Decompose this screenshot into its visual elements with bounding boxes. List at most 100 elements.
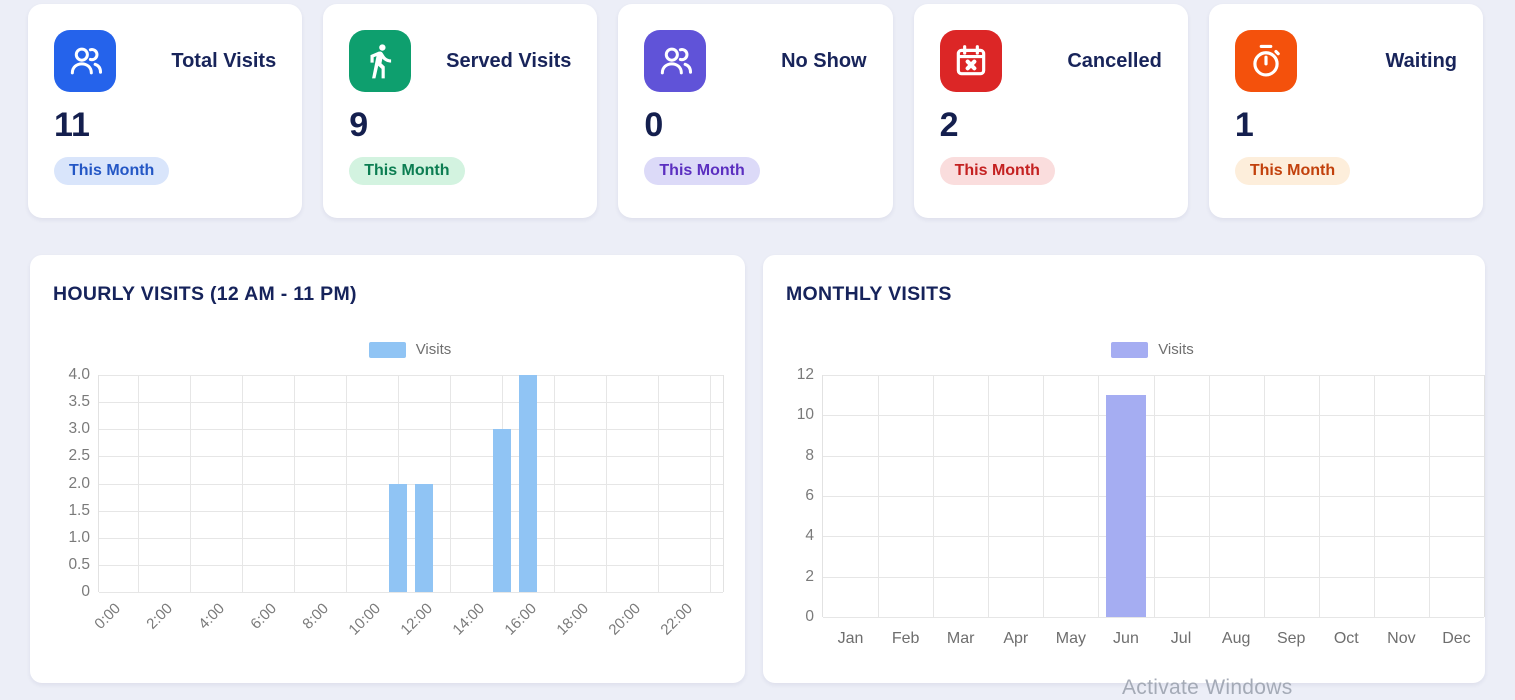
stat-card-waiting: Waiting 1 This Month — [1208, 4, 1484, 218]
y-axis-tick: 6 — [805, 487, 814, 504]
walking-person-icon — [349, 30, 412, 92]
x-axis-tick: 8:00 — [299, 600, 333, 633]
stat-card-total-visits: Total Visits 11 This Month — [28, 4, 303, 218]
stat-period-badge: This Month — [1234, 156, 1351, 185]
gridline-vertical — [1318, 375, 1320, 617]
legend-swatch — [368, 341, 406, 358]
stat-card-no-show: No Show 0 This Month — [618, 4, 893, 218]
stat-period-badge: This Month — [349, 156, 465, 185]
stat-card-cancelled: Cancelled 2 This Month — [913, 4, 1188, 218]
gridline-vertical — [1043, 375, 1045, 617]
x-axis-tick: 10:00 — [345, 600, 385, 639]
stat-period-badge: This Month — [644, 156, 760, 185]
gridline-vertical — [658, 375, 659, 592]
bar — [415, 483, 433, 592]
y-axis-tick: 0 — [805, 608, 814, 625]
legend-label: Visits — [415, 341, 452, 358]
x-axis-tick: 22:00 — [657, 600, 697, 639]
gridline-vertical — [1263, 375, 1265, 617]
bar — [389, 483, 407, 592]
x-axis-tick: Apr — [1003, 630, 1029, 647]
y-axis-tick: 3.5 — [68, 393, 90, 411]
gridline-vertical — [1208, 375, 1210, 617]
bar — [493, 429, 511, 592]
gridline-vertical — [1373, 375, 1375, 617]
gridline-vertical — [138, 375, 139, 592]
stat-value: 1 — [1234, 106, 1254, 144]
y-axis-tick: 4 — [805, 527, 814, 545]
stats-cards-row: Total Visits 11 This Month Served Visits… — [0, 0, 1515, 218]
y-axis-tick: 0.5 — [68, 555, 90, 573]
gridline-vertical — [346, 375, 347, 592]
gridline-vertical — [988, 375, 990, 617]
y-axis-tick: 1.5 — [68, 501, 90, 519]
gridline-horizontal — [99, 429, 723, 431]
stat-card-header: No Show — [644, 30, 867, 92]
charts-row: HOURLY VISITS (12 AM - 11 PM) Visits 4.0… — [30, 255, 1485, 683]
gridline-vertical — [1098, 375, 1100, 617]
monthly-visits-card: MONTHLY VISITS Visits 12 10 8 6 4 2 0 Jan Feb Mar… — [763, 255, 1485, 683]
x-axis-tick: 18:00 — [553, 600, 593, 639]
y-axis-tick: 2.5 — [68, 447, 90, 465]
stat-title: Served Visits — [446, 49, 572, 72]
x-axis-tick: Nov — [1387, 630, 1416, 647]
stat-card-header: Served Visits — [349, 30, 571, 92]
legend-label: Visits — [1158, 341, 1194, 358]
stat-card-served-visits: Served Visits 9 This Month — [323, 4, 598, 218]
stopwatch-icon — [1234, 30, 1297, 92]
y-axis-tick: 10 — [796, 406, 814, 424]
x-axis-tick: 2:00 — [143, 600, 177, 633]
stat-card-header: Cancelled — [939, 30, 1162, 92]
y-axis-tick: 8 — [805, 446, 814, 464]
gridline-vertical — [294, 375, 295, 592]
gridline-vertical — [606, 375, 607, 592]
gridline-horizontal — [99, 402, 723, 404]
x-axis-tick: Mar — [946, 630, 975, 647]
x-axis-tick: May — [1055, 630, 1086, 647]
gridline-horizontal — [823, 617, 1484, 618]
x-axis-tick: 6:00 — [247, 600, 281, 633]
hourly-chart-legend: Visits — [98, 341, 722, 358]
stat-period-badge: This Month — [939, 156, 1055, 185]
y-axis-tick: 0 — [81, 583, 90, 600]
stat-value: 0 — [644, 106, 664, 144]
y-axis-tick: 3.0 — [68, 420, 90, 438]
stat-title: No Show — [781, 49, 867, 72]
monthly-chart-legend: Visits — [822, 341, 1483, 358]
x-axis-tick: Dec — [1442, 630, 1471, 647]
y-axis-tick: 2.0 — [68, 474, 90, 492]
stat-card-header: Waiting — [1234, 30, 1458, 92]
gridline-horizontal — [99, 537, 723, 539]
people-icon — [644, 30, 707, 92]
hourly-chart-plot: 4.0 3.5 3.0 2.5 2.0 1.5 1.0 0.5 0 0:00 2:00 4:00 6:0… — [68, 366, 724, 639]
stat-card-header: Total Visits — [54, 30, 276, 92]
calendar-x-icon — [939, 30, 1002, 92]
stat-value: 2 — [939, 106, 959, 144]
stat-title: Total Visits — [171, 49, 277, 72]
x-axis-tick: Feb — [891, 630, 920, 647]
stat-period-badge: This Month — [54, 156, 170, 185]
stat-title: Cancelled — [1067, 49, 1162, 72]
gridline-vertical — [1428, 375, 1430, 617]
stat-value: 11 — [54, 106, 90, 144]
x-axis-tick: Sep — [1276, 630, 1306, 647]
x-axis-tick: 0:00 — [91, 600, 125, 633]
monthly-chart-title: MONTHLY VISITS — [786, 283, 952, 305]
monthly-chart-plot: 12 10 8 6 4 2 0 Jan Feb Mar Apr May Jun Jul Aug Sep Oct N… — [797, 366, 1485, 647]
people-icon — [54, 30, 116, 92]
gridline-vertical — [933, 375, 935, 617]
bar — [519, 375, 537, 592]
gridline-horizontal — [99, 510, 723, 512]
gridline-horizontal — [99, 456, 723, 458]
gridline-vertical — [1153, 375, 1155, 617]
stat-value: 9 — [349, 106, 369, 144]
gridline-vertical — [554, 375, 555, 592]
x-axis-tick: 16:00 — [501, 600, 541, 639]
hourly-visits-card: HOURLY VISITS (12 AM - 11 PM) Visits 4.0… — [30, 255, 745, 683]
x-axis-tick: Jun — [1113, 630, 1139, 647]
stat-title: Waiting — [1385, 49, 1458, 72]
y-axis-tick: 2 — [805, 567, 814, 585]
y-axis-tick: 12 — [796, 366, 814, 383]
x-axis-tick: 20:00 — [605, 600, 645, 639]
